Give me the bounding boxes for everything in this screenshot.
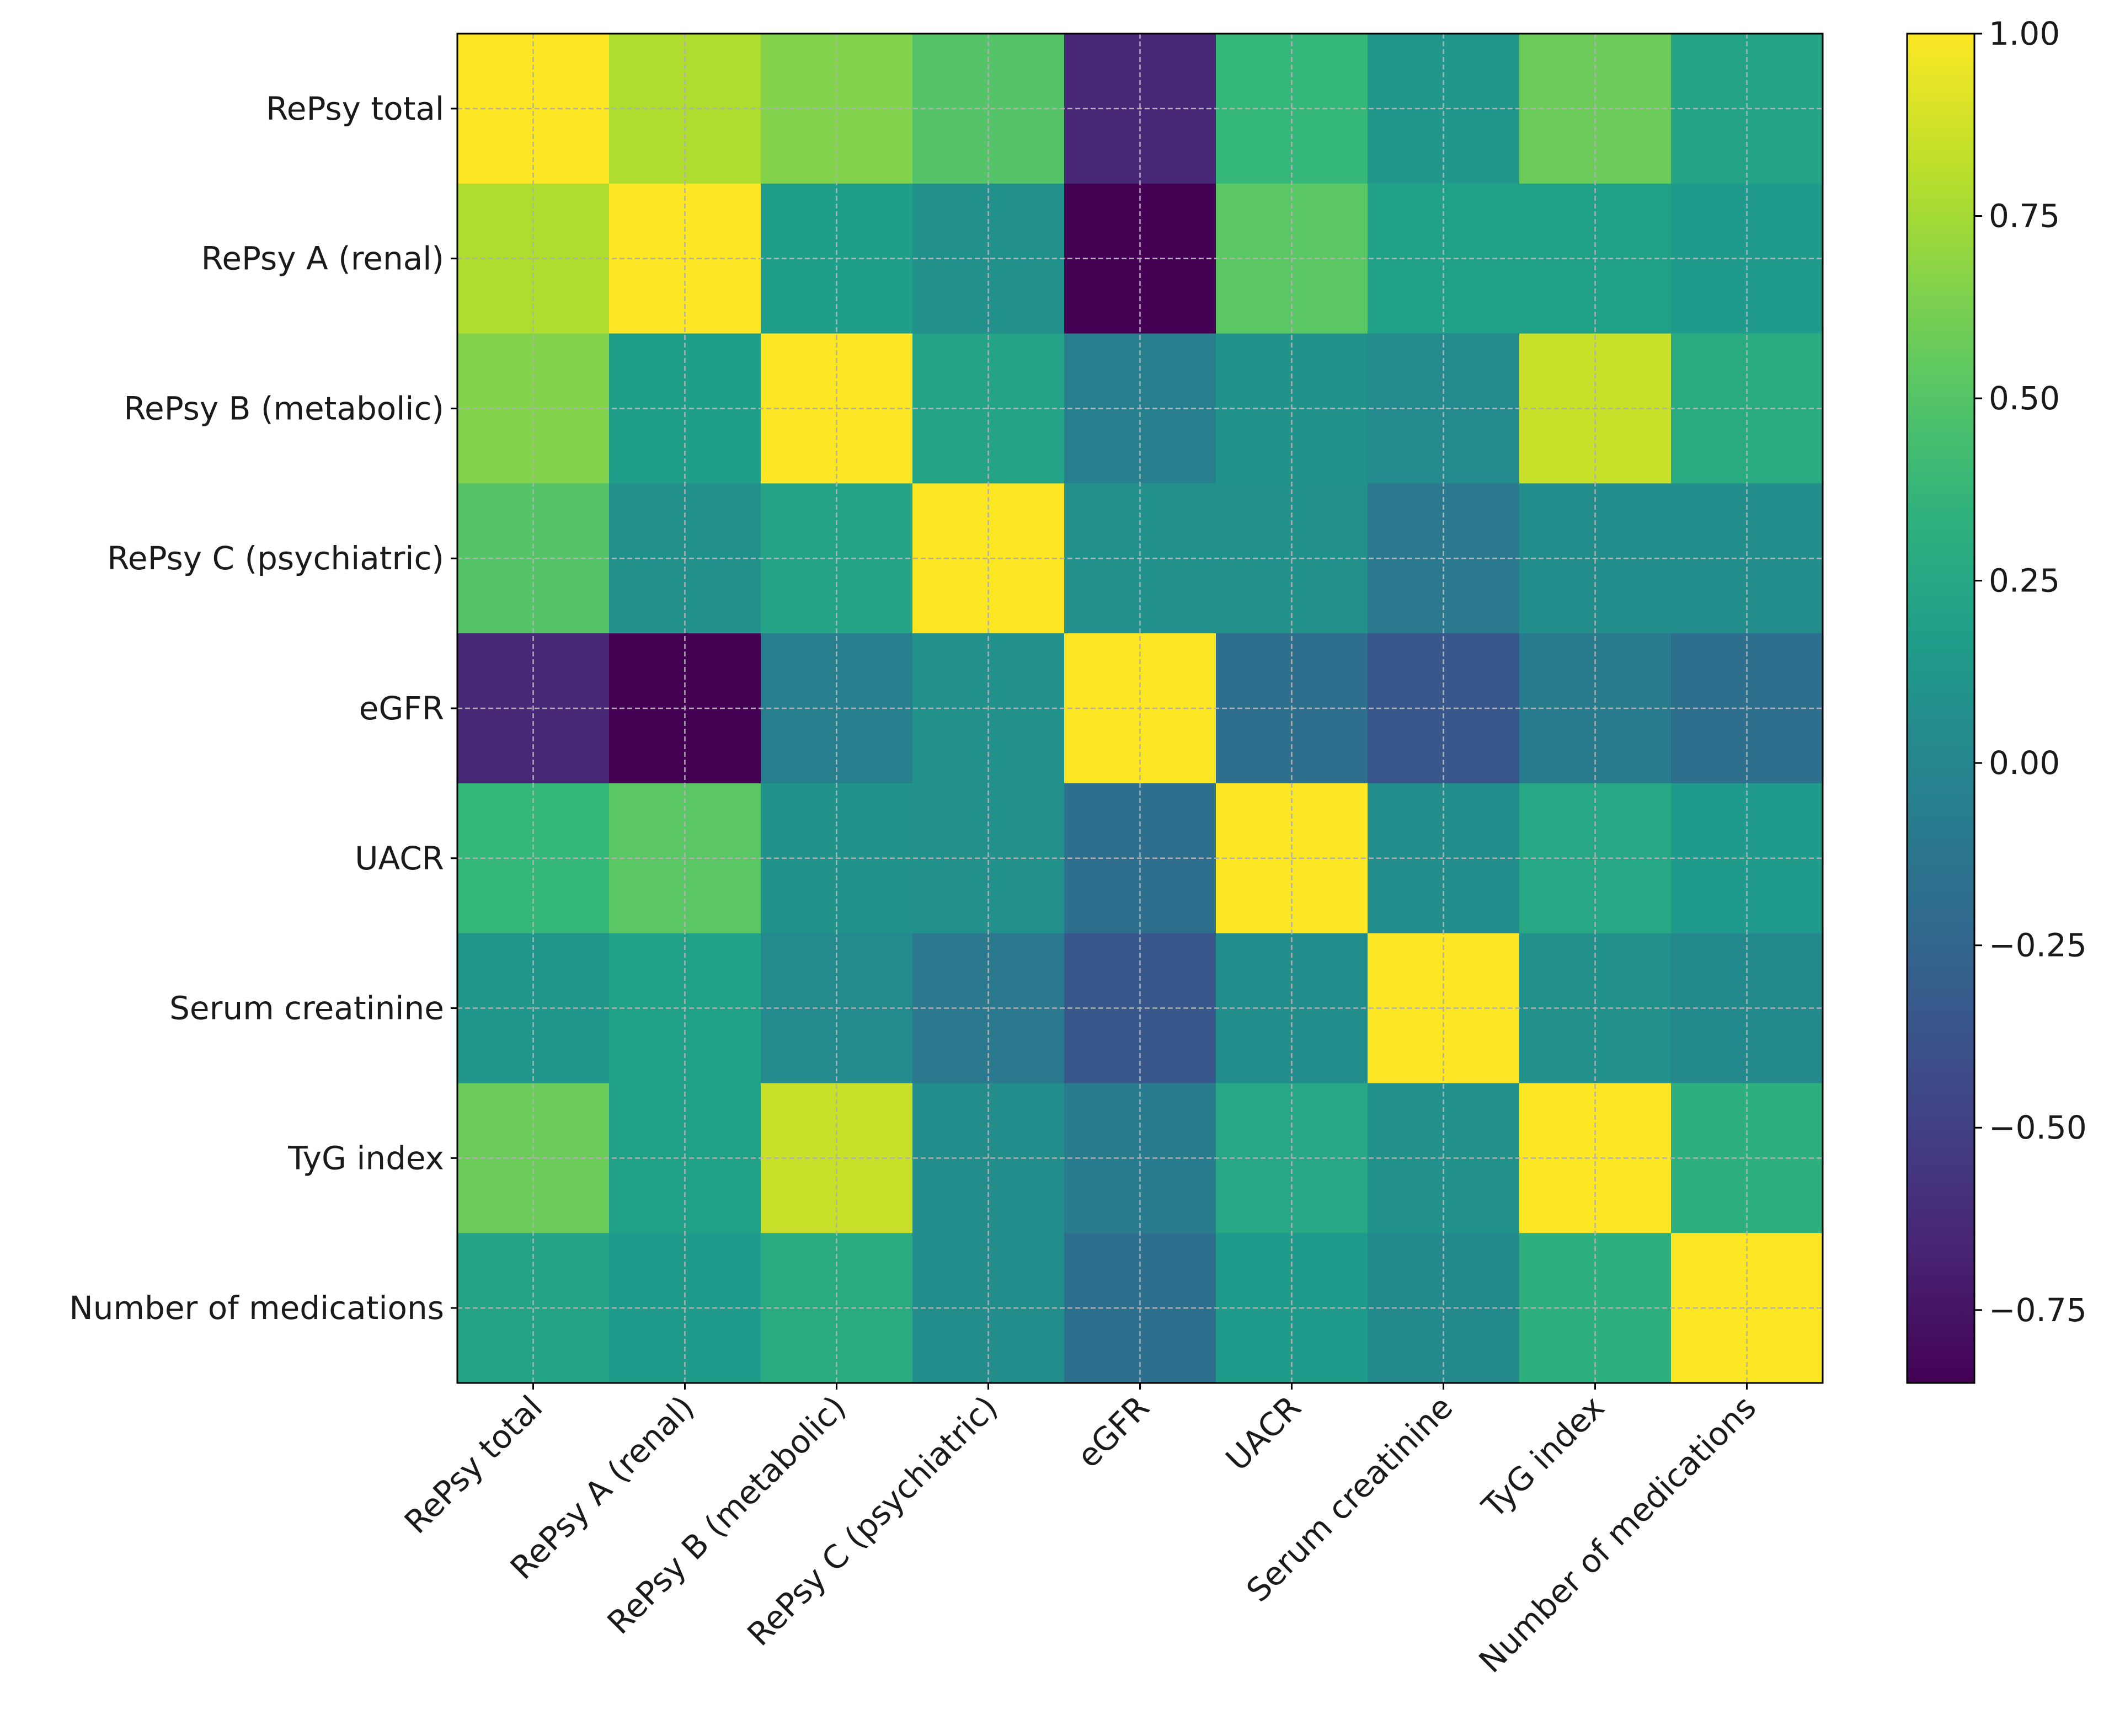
colorbar-ticks: 1.00 0.75 0.50 0.25 0.00 −0.25 −0.50 −0.75 — [1974, 15, 2087, 1329]
y-tick-label: eGFR — [359, 690, 444, 727]
x-tick-label: RePsy C (psychiatric) — [740, 1388, 1005, 1653]
y-tick-label: RePsy B (metabolic) — [124, 389, 444, 427]
y-tick-label: RePsy C (psychiatric) — [107, 540, 444, 577]
colorbar-tick-label: −0.75 — [1989, 1291, 2087, 1329]
y-axis-ticks: RePsy total RePsy A (renal) RePsy B (metab… — [69, 90, 457, 1327]
y-tick-label: RePsy total — [266, 90, 444, 127]
colorbar-tick-label: −0.50 — [1989, 1109, 2087, 1146]
colorbar-tick-label: 0.50 — [1989, 380, 2060, 417]
colorbar — [1906, 33, 1975, 1384]
y-tick-label: Serum creatinine — [169, 990, 444, 1027]
x-tick-label: RePsy total — [397, 1388, 549, 1541]
colorbar-tick-label: 1.00 — [1989, 15, 2060, 52]
colorbar-tick-label: 0.25 — [1989, 562, 2060, 600]
x-tick-label: TyG index — [1475, 1388, 1612, 1526]
y-tick-label: UACR — [355, 840, 444, 877]
colorbar-tick-label: 0.75 — [1989, 197, 2060, 235]
x-tick-label: eGFR — [1070, 1388, 1156, 1475]
colorbar-tick-label: 0.00 — [1989, 744, 2060, 782]
y-tick-label: TyG index — [287, 1139, 444, 1177]
y-tick-label: RePsy A (renal) — [201, 240, 444, 277]
x-tick-label: Number of medications — [1472, 1388, 1764, 1680]
colorbar-tick-label: −0.25 — [1989, 927, 2087, 964]
gridlines — [457, 34, 1823, 1383]
x-tick-label: UACR — [1219, 1388, 1309, 1478]
y-tick-label: Number of medications — [69, 1289, 444, 1327]
